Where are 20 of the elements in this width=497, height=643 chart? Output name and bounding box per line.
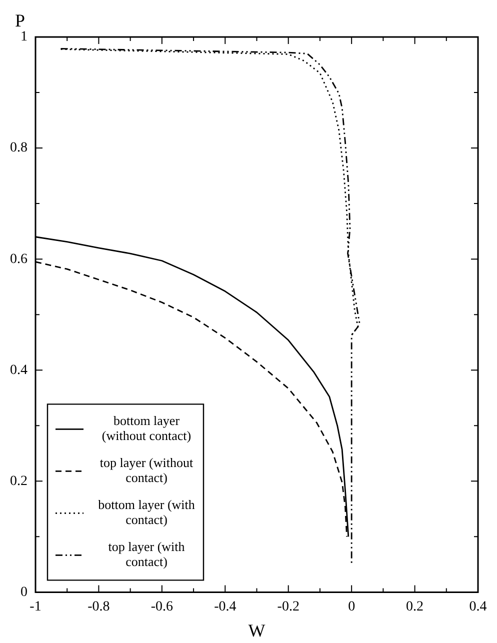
y-axis-title: P bbox=[14, 10, 26, 31]
legend-label: bottom layer (without contact) bbox=[102, 413, 192, 444]
legend-label: bottom layer (with contact) bbox=[98, 497, 196, 528]
y-tick-label: 0 bbox=[20, 584, 28, 600]
y-tick-label: 1 bbox=[20, 30, 28, 45]
x-tick-label: -0.8 bbox=[88, 599, 110, 614]
x-tick-label: -0.2 bbox=[277, 599, 300, 614]
x-tick-label: 0.4 bbox=[469, 599, 487, 614]
x-tick-label: -1 bbox=[30, 599, 42, 614]
y-tick-label: 0.2 bbox=[10, 474, 28, 489]
legend-label: top layer (with contact) bbox=[108, 539, 186, 570]
legend-label: top layer (without contact) bbox=[100, 455, 194, 486]
y-tick-label: 0.8 bbox=[10, 140, 28, 156]
x-tick-label: -0.4 bbox=[214, 599, 236, 614]
y-tick-label: 0.6 bbox=[10, 252, 28, 267]
x-tick-label: -0.6 bbox=[150, 599, 174, 614]
y-tick-label: 0.4 bbox=[10, 362, 28, 378]
x-axis-title: W bbox=[248, 620, 266, 641]
x-tick-label: 0 bbox=[348, 599, 356, 614]
x-tick-label: 0.2 bbox=[406, 599, 424, 614]
